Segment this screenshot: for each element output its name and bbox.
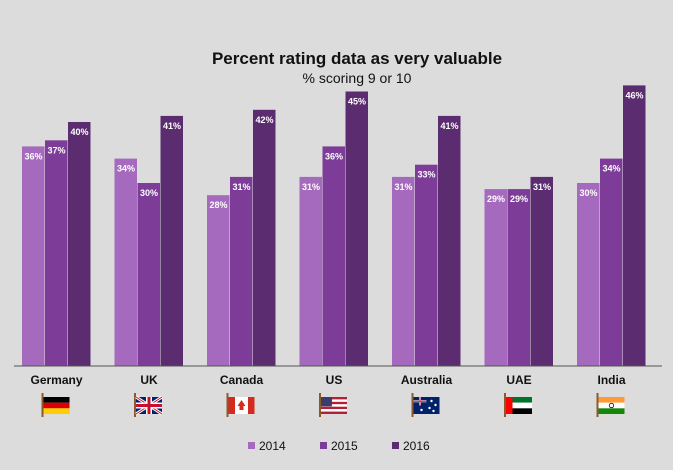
category-label-uae: UAE [506,373,531,387]
data-label: 41% [163,121,181,131]
chart-title: Percent rating data as very valuable [212,49,502,68]
bar-india-2014 [577,183,600,366]
bar-uae-2016 [530,176,553,366]
bar-canada-2016 [253,109,276,367]
germany-flag-icon [41,393,70,417]
bar-australia-2016 [438,115,461,367]
bar-us-2016 [345,91,368,366]
data-label: 34% [602,164,620,174]
bar-germany-2015 [45,140,68,366]
data-label: 40% [70,127,88,137]
category-label-canada: Canada [220,373,264,387]
uk-flag-icon [134,393,163,417]
data-label: 42% [255,115,273,125]
legend-label-2015: 2015 [331,439,358,453]
data-label: 41% [440,121,458,131]
legend-label-2016: 2016 [403,439,430,453]
bar-uae-2014 [484,189,507,366]
bar-india-2015 [600,158,623,366]
category-label-india: India [597,373,625,387]
data-label: 31% [533,182,551,192]
bar-australia-2015 [415,164,438,366]
data-label: 37% [47,145,65,155]
legend: 2014 2015 2016 [248,439,430,453]
bar-uk-2016 [160,115,183,367]
bar-us-2015 [322,146,345,366]
data-label: 29% [487,194,505,204]
category-label-uk: UK [140,373,158,387]
bar-uk-2015 [137,183,160,366]
data-label: 45% [348,97,366,107]
category-label-us: US [326,373,343,387]
uae-flag-icon [504,393,532,417]
data-label: 46% [625,90,643,100]
bar-germany-2016 [68,122,91,366]
data-label: 36% [325,151,343,161]
legend-swatch-2014 [248,442,255,449]
bar-uae-2015 [507,189,530,366]
data-label: 36% [24,151,42,161]
bars-group: 36% 37% 40% 34% 30% 41% 28% 31% 42% 31% 36% 45% 31% 3… [22,85,646,367]
data-label: 33% [417,170,435,180]
bar-india-2016 [623,85,646,367]
data-label: 31% [394,182,412,192]
chart-subtitle: % scoring 9 or 10 [303,70,412,86]
bar-australia-2014 [392,176,415,366]
data-label: 31% [232,182,250,192]
legend-swatch-2016 [392,442,399,449]
bar-canada-2015 [230,176,253,366]
legend-label-2014: 2014 [259,439,286,453]
india-flag-icon [596,393,625,417]
data-label: 29% [510,194,528,204]
category-label-germany: Germany [30,373,82,387]
data-label: 34% [117,164,135,174]
category-labels: Germany UK Canada US Australia UAE India [30,373,625,387]
bar-canada-2014 [207,195,230,366]
data-label: 30% [579,188,597,198]
category-label-australia: Australia [401,373,453,387]
bar-germany-2014 [22,146,45,366]
data-label: 30% [140,188,158,198]
legend-swatch-2015 [320,442,327,449]
us-flag-icon [319,393,347,417]
bar-uk-2014 [114,158,137,366]
bar-us-2014 [299,176,322,366]
flags-group [41,393,625,417]
data-label: 31% [302,182,320,192]
australia-flag-icon [411,393,440,417]
data-label: 28% [209,200,227,210]
canada-flag-icon [226,393,255,417]
